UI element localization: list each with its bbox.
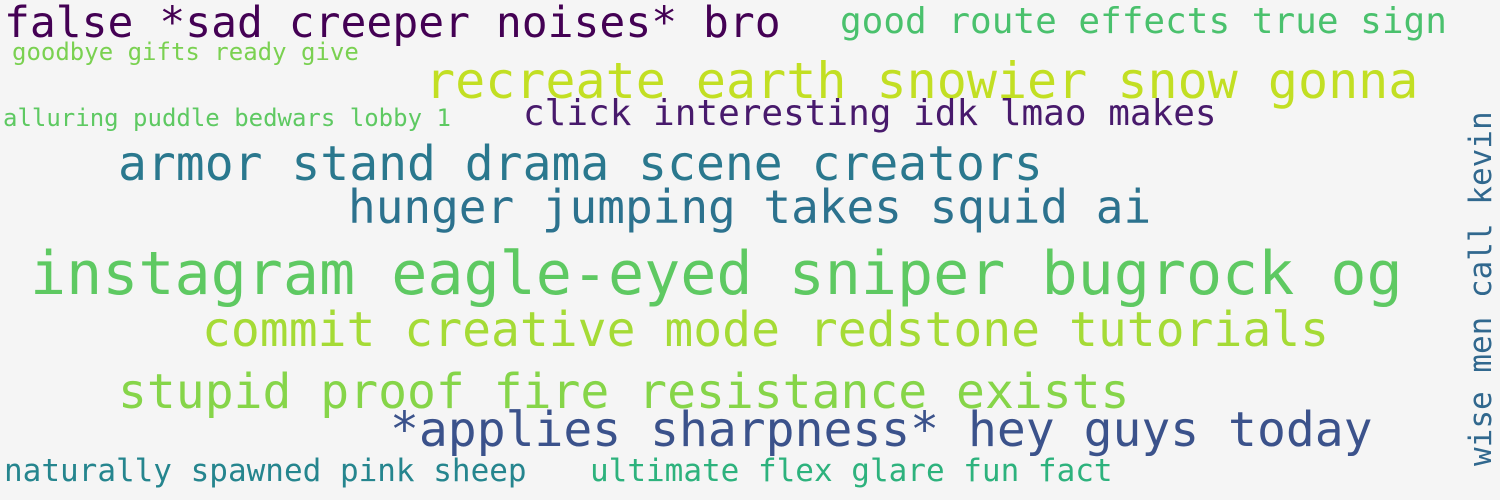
word-phrase: click interesting idk lmao makes <box>523 93 1217 134</box>
word-phrase: commit creative mode redstone tutorials <box>202 302 1330 358</box>
word-phrase: naturally spawned pink sheep <box>4 453 527 489</box>
word-phrase: good route effects true sign <box>840 1 1447 42</box>
word-phrase: false *sad creeper noises* bro <box>4 0 781 48</box>
word-phrase: alluring puddle bedwars lobby 1 <box>3 104 451 132</box>
word-phrase: armor stand drama scene creators <box>118 136 1043 192</box>
word-phrase: stupid proof fire resistance exists <box>118 364 1130 420</box>
word-phrase: instagram eagle-eyed sniper bugrock og <box>30 239 1403 309</box>
word-phrase-vertical: wise men call kevin <box>1463 111 1499 466</box>
word-phrase: goodbye gifts ready give <box>12 38 359 66</box>
word-phrase: hunger jumping takes squid ai <box>348 180 1152 234</box>
word-phrase: *applies sharpness* hey guys today <box>390 402 1373 458</box>
word-phrase: ultimate flex glare fun fact <box>590 453 1113 489</box>
word-phrase: recreate earth snowier snow gonna <box>425 52 1419 110</box>
